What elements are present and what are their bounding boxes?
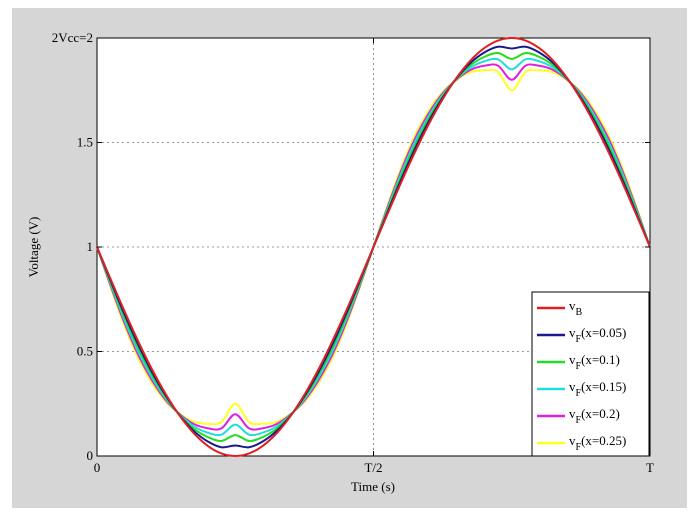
y-tick-label: 1.5 — [77, 135, 93, 150]
legend-entry-label: vF(x=0.05) — [569, 325, 626, 345]
x-axis-title: Time (s) — [351, 479, 395, 494]
legend-entry-label: vF(x=0.2) — [569, 406, 620, 426]
y-axis-title: Voltage (V) — [26, 217, 41, 278]
legend-entry-label: vF(x=0.15) — [569, 379, 626, 399]
x-tick-label: T — [646, 460, 654, 475]
y-tick-label: 1 — [87, 239, 94, 254]
legend-entry-label: vB — [569, 298, 583, 318]
series-line-0 — [96, 36, 651, 458]
legend-entry-label: vF(x=0.1) — [569, 352, 620, 372]
figure-background: 0 0.5 1 1.5 2Vcc=2 0 T/2 T Time (s) Voltage (V)… — [12, 8, 687, 508]
ticks: 0 0.5 1 1.5 2Vcc=2 0 T/2 T — [52, 30, 654, 475]
y-tick-label: 2Vcc=2 — [52, 30, 93, 45]
x-tick-label: 0 — [94, 460, 101, 475]
chart: 0 0.5 1 1.5 2Vcc=2 0 T/2 T Time (s) Voltage (V)… — [26, 30, 654, 494]
legend-entry-label: vF(x=0.25) — [569, 433, 626, 453]
y-tick-label: 0.5 — [77, 344, 93, 359]
legend-box — [531, 291, 650, 457]
series-lines — [96, 36, 651, 458]
legend: vB vF(x=0.05) vF(x=0.1) vF(x=0.15) vF(x=0.2)… — [531, 291, 650, 457]
y-tick-label: 0 — [87, 448, 94, 463]
x-tick-label: T/2 — [364, 460, 382, 475]
